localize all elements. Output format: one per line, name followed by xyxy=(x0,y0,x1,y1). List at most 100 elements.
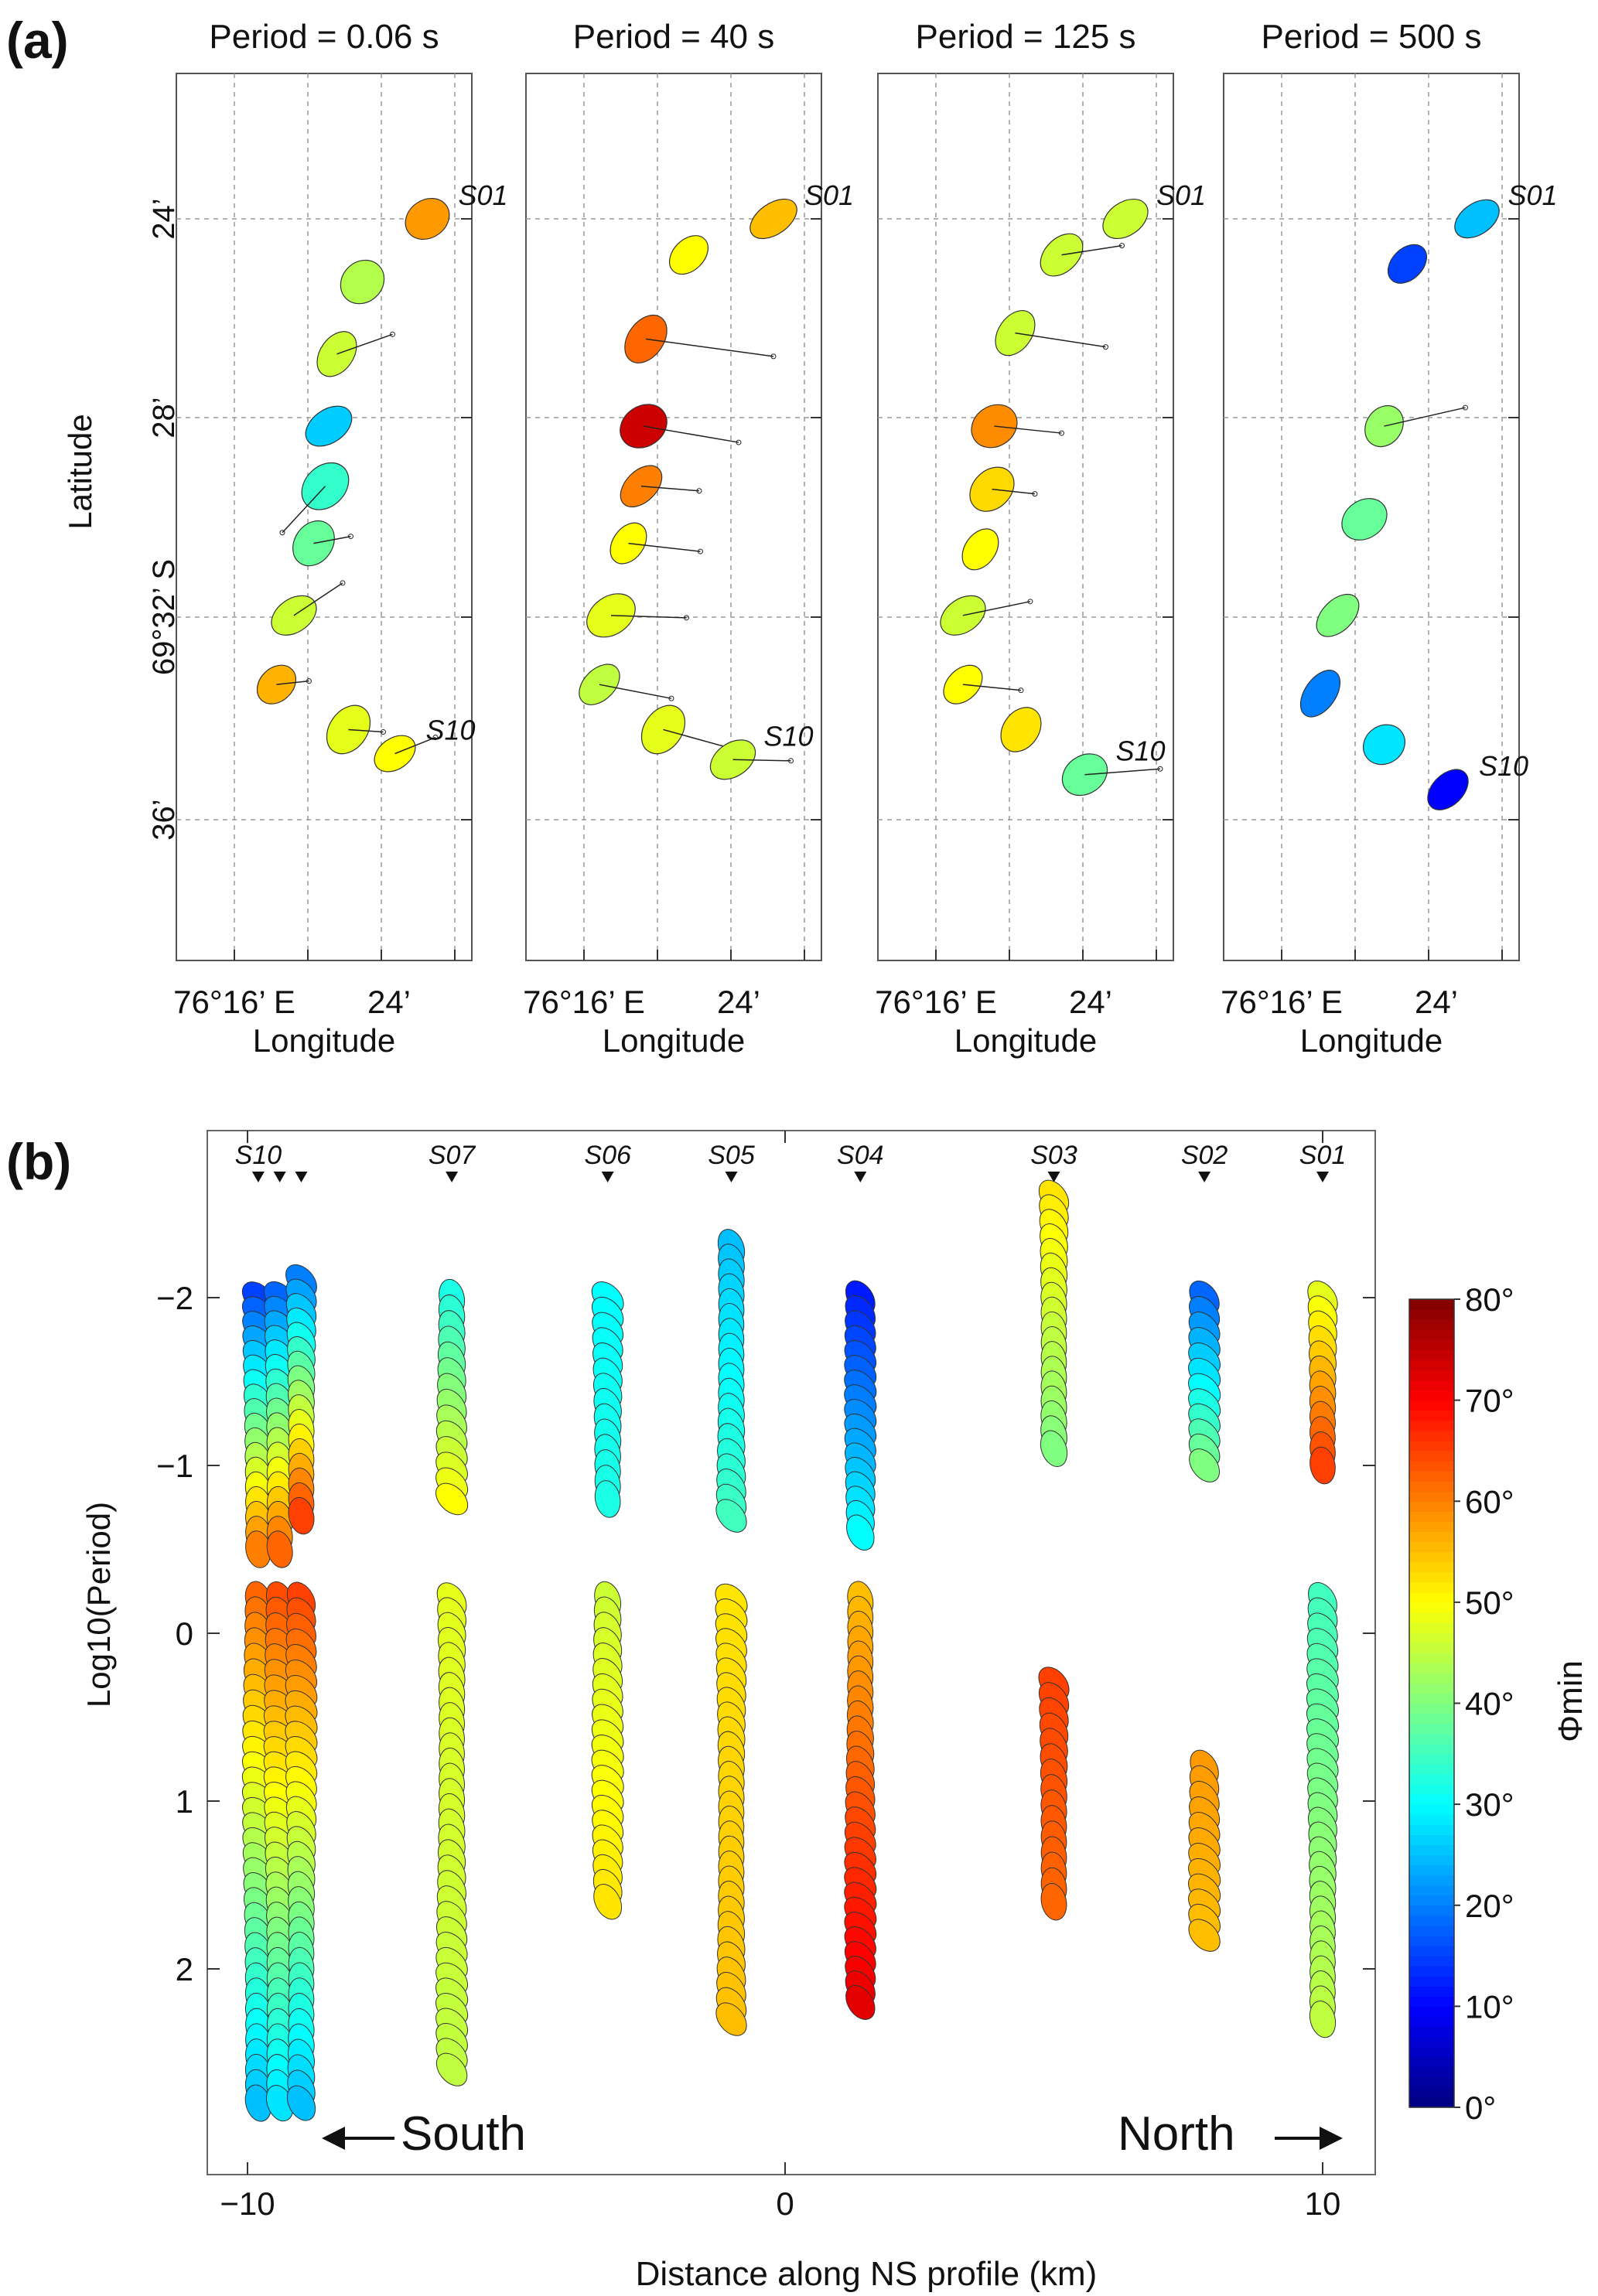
station-marker xyxy=(446,1172,459,1182)
induction-arrow xyxy=(610,615,687,619)
station-marker xyxy=(601,1172,614,1182)
colorbar-band xyxy=(1409,1541,1454,1553)
induction-arrow-head xyxy=(736,439,742,445)
y-tick-label: −1 xyxy=(156,1448,193,1484)
colorbar-band xyxy=(1409,1501,1454,1512)
station-marker xyxy=(295,1172,308,1182)
colorbar-band xyxy=(1409,1743,1454,1755)
x-tick-label: −10 xyxy=(220,2185,275,2222)
colorbar-band xyxy=(1409,1602,1454,1613)
station-name: S03 xyxy=(1030,1141,1077,1170)
station-marker xyxy=(854,1172,867,1182)
colorbar-band xyxy=(1409,1380,1454,1391)
colorbar-band xyxy=(1409,1471,1454,1482)
induction-arrow xyxy=(992,488,1036,495)
station-name: S02 xyxy=(1181,1141,1228,1170)
y-tick-label: 1 xyxy=(176,1783,193,1820)
station-label: S01 xyxy=(459,179,508,211)
colorbar-band xyxy=(1409,1632,1454,1643)
colorbar-band xyxy=(1409,2086,1454,2098)
colorbar-band xyxy=(1409,1673,1454,1684)
induction-arrow xyxy=(962,601,1031,616)
colorbar-band xyxy=(1409,1763,1454,1775)
induction-arrow xyxy=(732,759,791,762)
map-xlabel: Longitude xyxy=(954,1022,1098,1059)
map-xlabel: Longitude xyxy=(253,1022,396,1059)
phase-tensor-ellipse xyxy=(961,528,999,571)
colorbar-band xyxy=(1409,1481,1454,1492)
lon-tick-label: 24’ xyxy=(1415,984,1458,1020)
colorbar-band xyxy=(1409,1864,1454,1876)
induction-arrow-head xyxy=(306,678,312,684)
map-panel: Period = 125 s 76°16’ E 24’Longitude S01 S10 xyxy=(875,18,1206,1059)
colorbar-tick-label: 30° xyxy=(1465,1786,1514,1823)
colorbar-band xyxy=(1409,1612,1454,1623)
phase-tensor-ellipse xyxy=(1299,670,1341,718)
panel-b-xlabel: Distance along NS profile (km) xyxy=(636,2255,1098,2293)
colorbar-band xyxy=(1409,1935,1454,1946)
colorbar-band xyxy=(1409,2006,1454,2018)
colorbar-band xyxy=(1409,1693,1454,1704)
pseudosection-ellipse xyxy=(435,2052,468,2086)
pseudosection-ellipse xyxy=(1188,1919,1221,1952)
induction-arrow xyxy=(1384,407,1466,427)
station-name: S04 xyxy=(837,1141,884,1170)
colorbar-tick-label: 50° xyxy=(1465,1585,1514,1621)
induction-arrow-head xyxy=(1102,344,1108,350)
induction-arrow-head xyxy=(1032,491,1038,497)
x-tick-label: 0 xyxy=(776,2185,794,2222)
induction-arrow xyxy=(293,582,343,616)
colorbar-tick-label: 60° xyxy=(1465,1483,1514,1520)
induction-arrow xyxy=(348,728,384,733)
station-name: S06 xyxy=(584,1141,631,1170)
colorbar-band xyxy=(1409,1794,1454,1805)
pseudosection-ellipse xyxy=(715,2002,747,2036)
station-label: S10 xyxy=(1479,750,1528,782)
colorbar-band xyxy=(1409,1491,1454,1502)
colorbar-band xyxy=(1409,1996,1454,2007)
colorbar-label: Φmin xyxy=(1552,1660,1589,1742)
colorbar-band xyxy=(1409,1551,1454,1563)
colorbar-band xyxy=(1409,1703,1454,1714)
station-name: S07 xyxy=(429,1141,476,1170)
map-frame xyxy=(525,73,822,961)
colorbar-band xyxy=(1409,1956,1454,1967)
map-frame xyxy=(176,73,473,961)
induction-arrow-head xyxy=(1027,599,1033,605)
colorbar-band xyxy=(1409,1834,1454,1845)
x-tick-label: 10 xyxy=(1305,2185,1341,2222)
map-xlabel: Longitude xyxy=(1300,1022,1443,1059)
induction-arrow xyxy=(1084,768,1161,776)
colorbar-band xyxy=(1409,1511,1454,1522)
phase-tensor-ellipse xyxy=(668,235,709,275)
colorbar-band xyxy=(1409,1854,1454,1866)
colorbar-band xyxy=(1409,1360,1454,1371)
induction-arrow xyxy=(994,425,1062,434)
station-marker xyxy=(725,1172,738,1182)
pseudosection-ellipse xyxy=(286,2085,316,2121)
station-marker xyxy=(1047,1172,1060,1182)
colorbar-band xyxy=(1409,1319,1454,1330)
induction-arrow-head xyxy=(432,735,439,741)
pseudosection-ellipse xyxy=(1309,1446,1336,1485)
station-marker xyxy=(1316,1172,1329,1182)
colorbar-band xyxy=(1409,1390,1454,1401)
colorbar-band xyxy=(1409,1329,1454,1340)
colorbar-band xyxy=(1409,1410,1454,1421)
pseudosection-frame xyxy=(207,1130,1376,2175)
station-label: S10 xyxy=(1115,735,1165,767)
phase-tensor-ellipse xyxy=(1454,199,1500,239)
station-marker xyxy=(273,1172,286,1182)
phase-tensor-ellipse xyxy=(749,198,797,240)
pseudosection-ellipse xyxy=(845,1984,876,2020)
colorbar-band xyxy=(1409,1571,1454,1583)
station-label: S10 xyxy=(763,720,813,752)
colorbar-band xyxy=(1409,1915,1454,1926)
colorbar-band xyxy=(1409,1814,1454,1825)
pseudosection-ellipse xyxy=(1040,1430,1068,1467)
phase-tensor-ellipse xyxy=(305,405,353,447)
colorbar-band xyxy=(1409,1773,1454,1785)
panel-a-maps: Period = 0.06 s76°16’ E 24’LongitudeS01S1… xyxy=(173,18,1557,1059)
panel-b-label: (b) xyxy=(6,1133,71,1190)
colorbar-band xyxy=(1409,2046,1454,2058)
